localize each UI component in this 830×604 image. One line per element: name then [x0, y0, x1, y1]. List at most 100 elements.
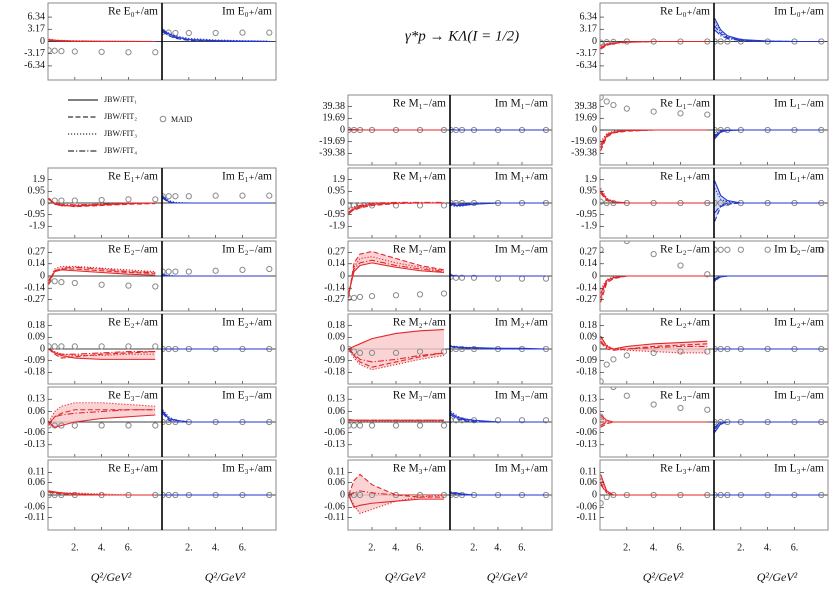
- fit-line: [48, 348, 156, 355]
- maid-point: [185, 268, 192, 275]
- maid-point: [704, 406, 711, 413]
- y-tick-label: 0.13: [328, 394, 346, 405]
- maid-point: [470, 345, 478, 353]
- fit-line: [714, 421, 822, 428]
- y-tick-label: 0.18: [328, 320, 346, 331]
- fit-line: [600, 416, 708, 423]
- panel-plot: [348, 250, 450, 301]
- y-tick-label: 0: [340, 416, 345, 427]
- maid-point: [452, 274, 460, 281]
- y-tick-label: 0.11: [580, 467, 597, 478]
- maid-point: [737, 246, 744, 253]
- maid-point: [51, 47, 58, 54]
- panel-plot: [600, 387, 714, 428]
- panel-label: Im E₃₊/am: [222, 463, 272, 475]
- maid-point: [125, 282, 132, 289]
- y-tick-label: -0.09: [24, 355, 45, 366]
- fit-line: [450, 202, 546, 206]
- panel-label: Re M₃₊/am: [393, 463, 446, 475]
- y-tick-label: 0: [592, 343, 597, 354]
- y-tick-label: 39.38: [323, 101, 346, 112]
- y-tick-label: 0.06: [328, 477, 346, 488]
- maid-point: [416, 422, 424, 429]
- x-tick-label: 6.: [239, 542, 247, 553]
- fit-line: [450, 492, 546, 496]
- fit-line: [450, 411, 546, 423]
- panel-label: Re E₃₊/am: [108, 463, 158, 475]
- panel-label: Im L₂₋/am: [774, 244, 824, 256]
- y-tick-label: 0.11: [28, 467, 45, 478]
- maid-point: [623, 241, 630, 245]
- panel-plot: [600, 474, 714, 507]
- panel-label: Re E₃₋/am: [108, 390, 158, 402]
- y-tick-label: -0.18: [576, 367, 597, 378]
- fit-line: [162, 195, 270, 204]
- maid-point: [611, 230, 616, 235]
- maid-point: [518, 275, 526, 282]
- fit-line: [600, 421, 708, 426]
- fit-band: [600, 415, 708, 428]
- y-tick-label: 0.27: [28, 247, 46, 258]
- fit-line: [600, 191, 708, 204]
- maid-point: [152, 343, 159, 350]
- fit-line: [48, 402, 156, 423]
- y-tick-label: -0.18: [324, 367, 345, 378]
- maid-point: [48, 422, 52, 429]
- maid-point: [58, 48, 65, 55]
- maid-point: [677, 404, 684, 412]
- fit-line: [600, 40, 708, 49]
- x-tick-label: 6.: [518, 542, 526, 553]
- fit-band: [48, 266, 156, 285]
- fit-line: [600, 129, 708, 151]
- fit-line: [600, 338, 708, 354]
- y-tick-label: -0.06: [24, 427, 45, 438]
- maid-point: [212, 192, 219, 199]
- fit-line: [162, 197, 270, 204]
- legend-marker: [159, 115, 167, 123]
- maid-point: [791, 246, 798, 253]
- x-axis-title: Q²/GeV²: [487, 570, 528, 584]
- fit-line: [48, 491, 156, 496]
- maid-point: [98, 196, 105, 204]
- fit-line: [348, 490, 444, 496]
- panel-plot: [714, 180, 828, 222]
- maid-point: [266, 192, 273, 199]
- y-tick-label: -3.17: [24, 48, 45, 59]
- maid-point: [470, 274, 478, 281]
- panel-label: Im L₃₋/am: [774, 390, 824, 402]
- fit-line: [48, 197, 156, 207]
- maid-point: [368, 293, 376, 300]
- fit-line: [714, 29, 822, 43]
- fit-line: [600, 275, 708, 303]
- y-tick-label: -0.06: [324, 502, 345, 513]
- fit-band: [600, 474, 708, 495]
- x-tick-label: 4.: [392, 542, 400, 553]
- maid-point: [125, 343, 132, 350]
- panel-label: Im E₃₋/am: [222, 390, 272, 402]
- panel-label: Im L₀₊/am: [774, 6, 824, 18]
- x-tick-label: 2.: [470, 542, 478, 553]
- maid-point: [392, 422, 400, 429]
- maid-point: [152, 283, 159, 290]
- fit-line: [714, 202, 822, 214]
- fit-line: [714, 421, 822, 430]
- maid-point: [494, 275, 502, 282]
- maid-point: [717, 38, 724, 45]
- y-tick-label: -0.13: [324, 439, 345, 450]
- y-tick-label: 0.09: [28, 332, 46, 343]
- fit-line: [48, 491, 156, 496]
- maid-point: [165, 268, 172, 275]
- y-tick-label: 1.9: [33, 174, 46, 185]
- panel-plot: [600, 38, 714, 50]
- maid-point: [172, 193, 179, 200]
- fit-line: [600, 190, 708, 204]
- x-axis-title: Q²/GeV²: [385, 570, 426, 584]
- panel-label: Re M₃₋/am: [393, 390, 446, 402]
- fit-line: [348, 494, 445, 515]
- fit-line: [714, 275, 822, 281]
- fit-line: [48, 38, 156, 43]
- panel-plot: [450, 199, 552, 208]
- fit-line: [348, 329, 445, 350]
- fit-line: [600, 335, 708, 350]
